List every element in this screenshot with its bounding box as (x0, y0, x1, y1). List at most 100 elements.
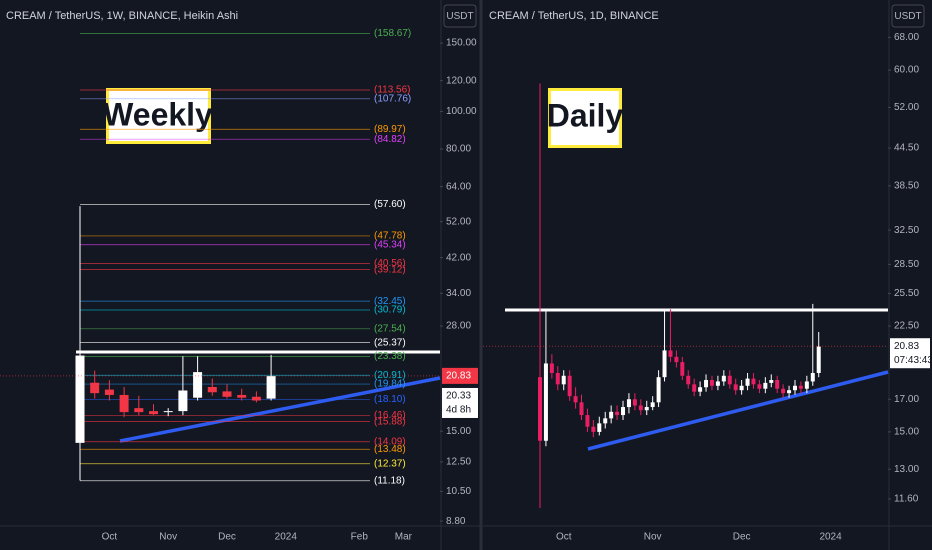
countdown: 4d 8h (446, 405, 471, 416)
y-tick-label: 64.00 (446, 181, 471, 192)
annotation: Daily (547, 97, 624, 133)
candle-body (163, 411, 173, 413)
y-tick-label: 150.00 (446, 38, 477, 49)
currency-button[interactable] (891, 4, 925, 28)
candle-body (603, 418, 608, 424)
y-tick-label: 15.00 (894, 427, 919, 438)
fib-level-label: (18.10) (374, 394, 406, 405)
candle-body (538, 377, 542, 441)
y-tick-label: 10.50 (446, 486, 471, 497)
x-tick-label: Mar (395, 532, 413, 543)
y-tick-label: 52.00 (894, 102, 919, 113)
annotation-box (109, 91, 208, 141)
y-tick-label: 60.00 (894, 65, 919, 76)
candle-body (134, 408, 144, 413)
candle-body (567, 375, 572, 397)
close-price: 20.33 (446, 391, 471, 402)
fib-level-label: (23.38) (374, 351, 406, 362)
fib-level-label: (107.76) (374, 93, 411, 104)
candle-body (769, 380, 774, 383)
y-tick-label: 44.50 (894, 143, 919, 154)
y-tick-label: 13.00 (894, 464, 919, 475)
candle-body (579, 402, 584, 416)
candle-body (781, 388, 786, 394)
fib-level-label: (113.56) (374, 85, 411, 96)
currency-button[interactable] (443, 4, 477, 28)
candle-body (615, 411, 620, 416)
close-price-tag (442, 387, 478, 418)
fib-level-label: (57.60) (374, 199, 406, 210)
candle-body (251, 396, 261, 401)
fib-level-label: (14.09) (374, 436, 406, 447)
y-tick-label: 120.00 (446, 75, 477, 86)
fib-level-label: (11.18) (374, 475, 405, 486)
fib-level-label: (12.37) (374, 458, 406, 469)
candle-body (104, 389, 114, 395)
candle-body (75, 355, 85, 443)
candle-body (555, 372, 560, 385)
candle-body (573, 396, 578, 403)
y-tick-label: 32.50 (894, 225, 919, 236)
candle-body (626, 399, 631, 408)
last-price-tag (442, 367, 478, 384)
x-tick-label: Feb (351, 532, 369, 543)
candle-body (715, 381, 720, 386)
x-tick-label: Nov (159, 532, 177, 543)
countdown: 07:43:43 (894, 355, 932, 366)
annotation-box (551, 91, 619, 145)
candle-body (733, 384, 738, 391)
y-tick-label: 25.50 (894, 288, 919, 299)
candle-body (816, 346, 821, 373)
y-tick-label: 11.60 (894, 494, 919, 505)
candle-body (751, 378, 756, 385)
fib-level-label: (32.45) (374, 296, 406, 307)
y-tick-label: 12.50 (446, 457, 471, 468)
candle-body (591, 426, 596, 432)
currency[interactable]: USDT (446, 11, 473, 22)
y-tick-label: 28.50 (894, 259, 919, 270)
x-tick-label: Oct (556, 532, 572, 543)
x-tick-label: Dec (733, 532, 751, 543)
chart-title: CREAM / TetherUS, 1W, BINANCE, Heikin As… (6, 10, 238, 22)
candle-body (193, 372, 203, 398)
last-price: 20.83 (446, 371, 471, 382)
candle-body (207, 386, 217, 393)
candle-body (644, 407, 649, 411)
y-tick-label: 28.00 (446, 321, 471, 332)
fib-level-label: (47.78) (374, 231, 406, 242)
candle-body (237, 394, 247, 398)
candle-body (674, 356, 679, 363)
y-tick-label: 22.50 (894, 321, 919, 332)
currency[interactable]: USDT (894, 11, 921, 22)
trend-line (119, 376, 441, 443)
candle-body (656, 377, 661, 403)
fib-level-label: (84.82) (374, 134, 406, 145)
candle-body (775, 380, 780, 389)
x-tick-label: 2024 (275, 532, 298, 543)
fib-level-label: (45.34) (374, 239, 406, 250)
candle-body (698, 387, 703, 392)
candle-body (798, 385, 803, 389)
x-tick-label: Oct (102, 532, 118, 543)
fib-level-label: (13.48) (374, 444, 406, 455)
candle-body (792, 385, 797, 391)
candle-body (597, 423, 602, 432)
candle-body (810, 372, 815, 382)
candle-body (650, 402, 655, 408)
y-tick-label: 34.00 (446, 288, 471, 299)
candle-body (561, 375, 566, 385)
candle-body (686, 375, 691, 385)
candle-body (585, 415, 590, 427)
fib-level-label: (20.91) (374, 370, 406, 381)
candle-body (638, 405, 643, 411)
candle-body (632, 399, 637, 406)
y-tick-label: 8.80 (446, 516, 466, 527)
annotation: Weekly (103, 96, 213, 132)
trend-line (587, 370, 889, 451)
candle-body (668, 350, 673, 357)
candle-body (119, 394, 129, 413)
y-tick-label: 15.00 (446, 426, 471, 437)
candle-body (621, 407, 626, 416)
fib-level-label: (16.46) (374, 410, 406, 421)
